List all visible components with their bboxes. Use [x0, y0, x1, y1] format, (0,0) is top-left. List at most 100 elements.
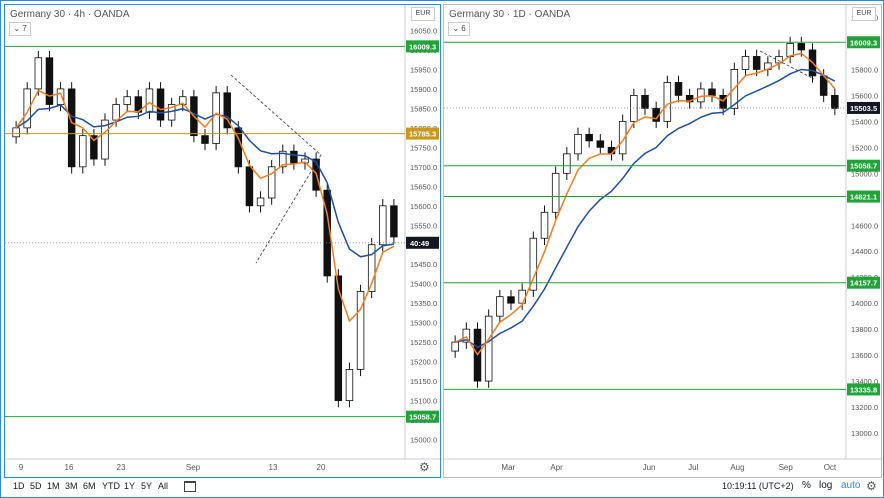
y-tick-label: 15450.0: [410, 260, 437, 269]
range-1y[interactable]: 1Y: [124, 481, 136, 491]
candle-body: [630, 95, 638, 122]
range-3m[interactable]: 3M: [65, 481, 78, 491]
y-tick-label: 15350.0: [410, 299, 437, 308]
range-1m[interactable]: 1M: [47, 481, 60, 491]
candle-body: [462, 328, 471, 343]
percent-toggle[interactable]: %: [802, 480, 811, 491]
candle-body: [697, 88, 705, 103]
x-tick-label: 9: [19, 463, 24, 472]
x-tick-label: Oct: [824, 463, 837, 472]
y-tick-label: 15600.0: [410, 202, 437, 211]
x-tick-label: Jul: [688, 463, 698, 472]
price-label-badge: [847, 101, 880, 114]
candle-body: [90, 135, 98, 160]
price-label-text: 15785.3: [409, 130, 436, 139]
y-tick-label: 15250.0: [410, 338, 437, 347]
y-tick-label: 15850.0: [410, 104, 437, 113]
price-label-text: 16009.3: [850, 38, 877, 47]
y-tick-label: 15100.0: [410, 397, 437, 406]
candle-body: [145, 88, 154, 113]
price-label-text: 15058.7: [409, 413, 436, 422]
left-settings-icon[interactable]: ⚙: [419, 460, 430, 474]
log-toggle[interactable]: log: [819, 480, 833, 491]
range-5y[interactable]: 5Y: [141, 481, 153, 491]
price-label-text: 14157.7: [850, 279, 877, 288]
y-tick-label: 15300.0: [410, 319, 437, 328]
left-currency-selector[interactable]: EUR: [411, 7, 435, 21]
range-ytd[interactable]: YTD: [102, 481, 120, 491]
candle-body: [201, 135, 209, 144]
auto-toggle[interactable]: auto: [841, 480, 861, 491]
candle-body: [797, 43, 806, 51]
right-chart-pane[interactable]: 16200.016000.015800.015600.015400.015200…: [443, 4, 882, 478]
candle-body: [212, 92, 220, 144]
y-tick-label: 15200.0: [410, 358, 437, 367]
triangle-pattern-drawing: [230, 74, 322, 264]
x-tick-label: 20: [317, 463, 326, 472]
candle-body: [112, 104, 120, 121]
calendar-icon[interactable]: [184, 481, 196, 492]
x-tick-label: Mar: [501, 463, 515, 472]
candle-body: [245, 166, 254, 207]
price-label-badge: [406, 127, 439, 140]
slow-moving-average-line: [15, 104, 394, 258]
left-chart-svg[interactable]: 16050.016000.015950.015900.015850.015800…: [5, 5, 440, 477]
y-tick-label: 15800.0: [851, 65, 878, 74]
y-tick-label: 15000.0: [851, 169, 878, 178]
x-tick-label: Apr: [550, 463, 563, 472]
price-label-text: 15503.5: [850, 104, 877, 113]
right-currency-selector[interactable]: EUR: [852, 7, 876, 21]
price-label-badge: [847, 36, 880, 49]
left-indicator-toggle[interactable]: ⌄ 7: [9, 22, 31, 36]
x-tick-label: Jun: [643, 463, 656, 472]
y-tick-label: 15750.0: [410, 143, 437, 152]
clock-time[interactable]: 10:19:11 (UTC+2): [722, 481, 794, 491]
trendline-drawing: [759, 50, 815, 80]
y-tick-label: 15950.0: [410, 65, 437, 74]
y-tick-label: 15600.0: [851, 91, 878, 100]
candle-body: [179, 96, 187, 105]
y-tick-label: 14600.0: [851, 221, 878, 230]
right-indicator-toggle[interactable]: ⌄ 6: [448, 22, 470, 36]
range-all[interactable]: All: [158, 481, 169, 491]
right-chart-svg[interactable]: 16200.016000.015800.015600.015400.015200…: [444, 5, 881, 477]
right-settings-icon[interactable]: ⚙: [866, 479, 877, 493]
y-tick-label: 13000.0: [851, 429, 878, 438]
candle-body: [256, 197, 265, 207]
bottom-toolbar: 1D 5D 1M 3M 6M YTD 1Y 5Y All 10:19:11 (U…: [4, 478, 880, 494]
x-tick-label: Aug: [730, 463, 744, 472]
fast-moving-average-line: [454, 52, 836, 356]
candle-body: [563, 153, 571, 174]
range-1d[interactable]: 1D: [13, 481, 25, 491]
price-label-text: 16009.3: [409, 42, 436, 51]
candle-body: [529, 237, 538, 291]
candle-body: [574, 133, 582, 155]
candle-body: [540, 211, 549, 239]
candle-body: [290, 150, 298, 164]
candle-body: [12, 127, 20, 138]
range-5d[interactable]: 5D: [30, 481, 42, 491]
candle-body: [45, 57, 54, 105]
fast-moving-average-line: [15, 89, 395, 323]
candle-body: [496, 296, 504, 317]
candle-body: [752, 56, 761, 70]
candle-body: [156, 88, 165, 121]
candle-body: [551, 172, 560, 213]
range-6m[interactable]: 6M: [83, 481, 96, 491]
y-tick-label: 15700.0: [410, 163, 437, 172]
slow-moving-average-line: [455, 68, 836, 349]
candle-body: [223, 92, 231, 129]
price-label-badge: [847, 276, 880, 289]
price-label-text: 13335.8: [850, 385, 877, 394]
left-chart-pane[interactable]: 16050.016000.015950.015900.015850.015800…: [4, 4, 441, 478]
y-tick-label: 13400.0: [851, 377, 878, 386]
price-label-badge: [847, 159, 880, 172]
price-label-text: 14821.1: [850, 193, 877, 202]
candle-body: [641, 95, 649, 109]
candle-body: [56, 88, 65, 105]
candle-body: [484, 315, 493, 382]
price-label-badge: [406, 410, 439, 423]
y-tick-label: 15400.0: [410, 280, 437, 289]
y-tick-label: 15400.0: [851, 117, 878, 126]
candle-body: [663, 82, 672, 122]
